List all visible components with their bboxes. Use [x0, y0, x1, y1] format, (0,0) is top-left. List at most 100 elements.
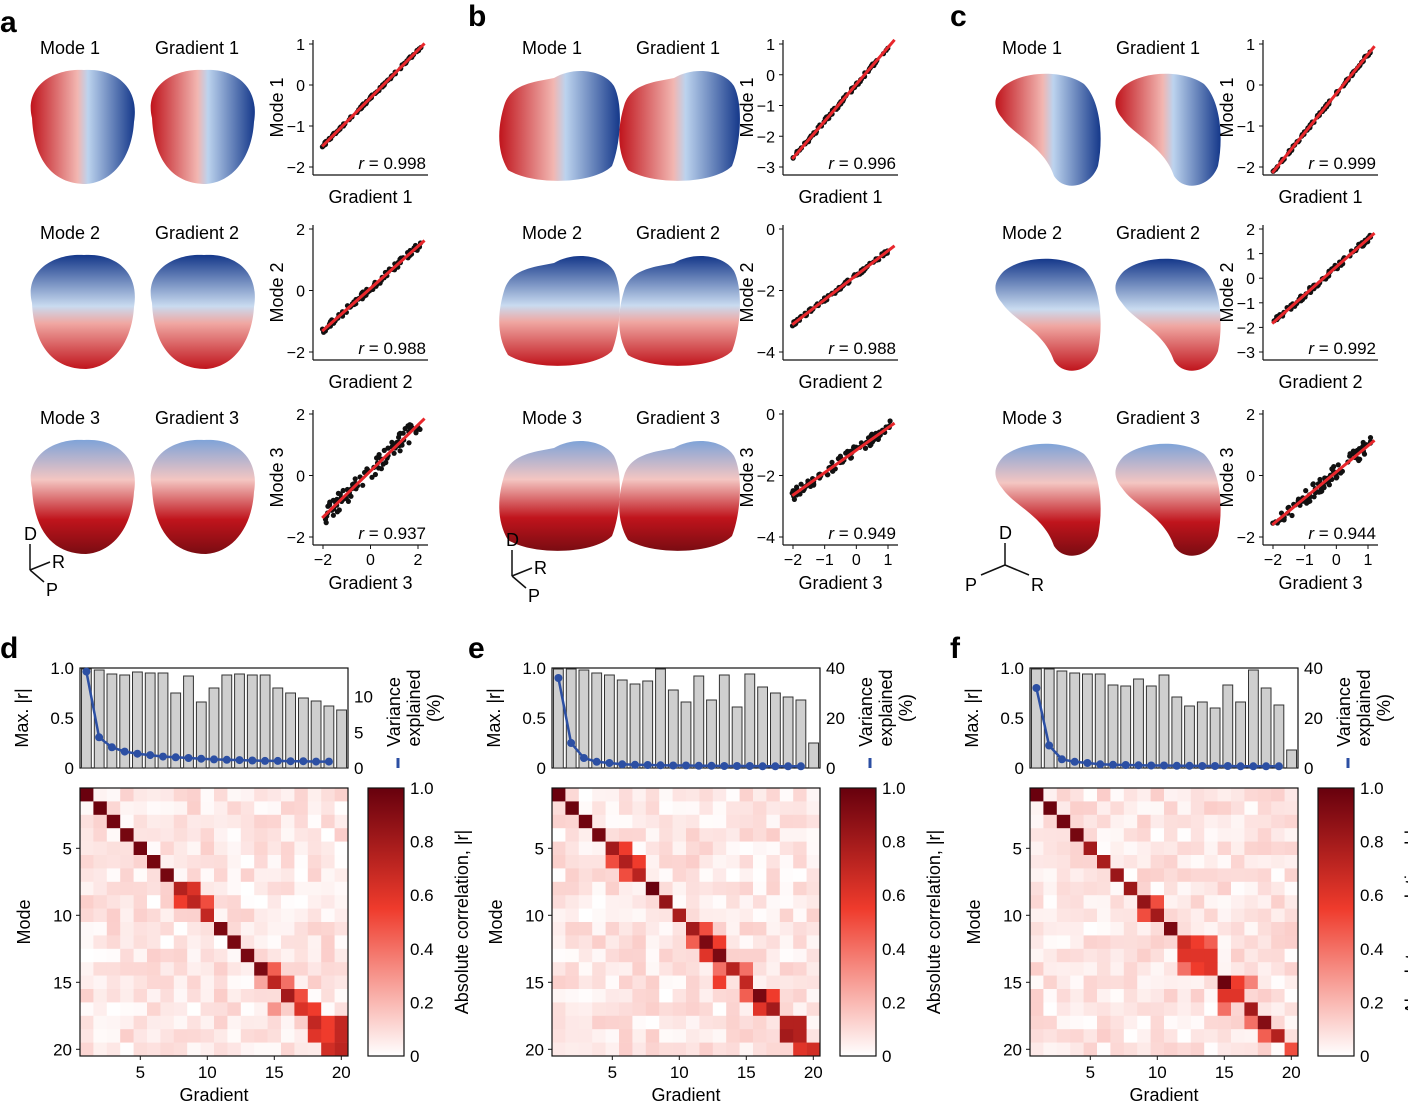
panel-e-cbar-tick-label: 0: [882, 1047, 891, 1066]
panel-f-heat-cell: [1217, 801, 1232, 816]
panel-d-heat-cell: [80, 989, 94, 1003]
panel-e-heat-cell: [552, 975, 566, 990]
panel-e-heat-cell: [739, 962, 754, 976]
panel-e-heat-cell: [726, 895, 740, 909]
panel-e-heat-cell: [766, 989, 781, 1003]
panel-f-heat-cell: [1271, 989, 1285, 1003]
panel-f-bar: [1082, 673, 1093, 769]
panel-c-row-3-r-text: = 0.944: [1314, 524, 1376, 543]
panel-f-heat-cell: [1257, 989, 1272, 1003]
panel-a-row-3-point: [396, 431, 402, 437]
panel-e-heat-cell: [672, 828, 687, 842]
panel-e-heat-cell: [632, 868, 647, 883]
panel-b-row-1-mode-label: Mode 1: [522, 38, 582, 58]
panel-f-heat-cell: [1190, 989, 1205, 1003]
panel-f-heat-cell: [1271, 828, 1285, 842]
panel-e-heat-cell: [739, 788, 754, 802]
panel-f-heat-cell: [1204, 868, 1218, 883]
panel-f-heat-cell: [1271, 881, 1285, 896]
panel-f-heat-frame: [1029, 787, 1299, 1057]
panel-e-heat-cell: [806, 841, 821, 856]
panel-f-heat-cell: [1137, 1042, 1151, 1057]
panel-d-heat-cell: [214, 801, 228, 816]
panel-e-heat-cell: [699, 828, 714, 842]
panel-f-heat-cell: [1056, 1002, 1071, 1017]
panel-e-heat-cell: [806, 1015, 821, 1030]
panel-e-heat-cell: [699, 841, 714, 856]
panel-d-heat-cell: [160, 989, 175, 1003]
panel-f-heat-cell: [1204, 975, 1218, 990]
panel-e-heat-cell: [686, 895, 700, 909]
panel-f-heat-cell: [1097, 935, 1111, 950]
panel-a-row-3-fit-line: [321, 417, 426, 519]
panel-d-heat-cell: [321, 1015, 335, 1030]
panel-b-row-3-point: [862, 445, 869, 451]
panel-e-bar: [795, 699, 807, 769]
panel-e-heat-ylabel: Mode: [486, 899, 506, 944]
panel-f-heat-cell: [1190, 908, 1205, 923]
panel-e-heat-cell: [779, 828, 794, 842]
panel-f-heat-cell: [1137, 814, 1151, 829]
panel-e-heat-cell: [686, 1029, 700, 1043]
panel-f-heat-cell: [1204, 801, 1218, 816]
panel-d-heat-cell: [227, 801, 242, 816]
panel-d-heat-cell: [334, 828, 349, 842]
panel-d-heatmap: [80, 788, 349, 1057]
panel-f-heat-cell: [1056, 975, 1071, 990]
panel-d-heat-cell: [267, 814, 282, 829]
panel-f-heat-cell: [1204, 989, 1218, 1003]
panel-f-heat-cell: [1030, 881, 1044, 896]
panel-d-heat-cell: [133, 922, 148, 936]
panel-f-variance-point: [1121, 761, 1130, 769]
panel-f-heat-cell: [1231, 935, 1245, 950]
panel-d-heat-ytick-label: 10: [53, 906, 72, 925]
panel-a-row-3-ytick-label: 2: [296, 407, 305, 424]
panel-d-heat-cell: [133, 948, 148, 963]
panel-f-heat-cell: [1137, 922, 1151, 936]
panel-d-heat-cell: [334, 895, 349, 909]
panel-d-heat-cell: [294, 1015, 309, 1030]
panel-d-heat-cell: [227, 855, 242, 869]
panel-c-row-2-mode-brain: [995, 258, 1101, 371]
panel-b-row-3-ytick-label: −2: [757, 469, 775, 486]
panel-f-heat-cell: [1204, 788, 1218, 802]
panel-e-variance-point: [707, 761, 716, 770]
panel-d-heat-cell: [254, 1015, 268, 1030]
panel-e-heat-cell: [712, 948, 727, 963]
panel-d-heat-cell: [80, 801, 94, 816]
panel-b-row-3-r-text: = 0.949: [834, 524, 896, 543]
panel-f-heat-cell: [1110, 948, 1125, 963]
panel-f-heat-cell: [1164, 881, 1178, 896]
panel-f-heat-cell: [1083, 841, 1098, 856]
panel-f-heat-cell: [1204, 895, 1218, 909]
panel-f-heat-cell: [1110, 828, 1125, 842]
panel-e-heat-cell: [686, 801, 700, 816]
panel-e-heat-cell: [712, 922, 727, 936]
panel-e-heat-cell: [806, 855, 821, 869]
panel-d-heat-cell: [133, 975, 148, 990]
panel-d-heat-cell: [106, 801, 121, 816]
panel-f-heat-cell: [1083, 895, 1098, 909]
panel-d-heat-cell: [160, 908, 175, 923]
panel-e-heat-cell: [726, 1029, 740, 1043]
panel-d-bar-ytick-label: 1.0: [50, 659, 74, 678]
panel-e-heat-xlabel: Gradient: [651, 1085, 720, 1105]
panel-d-variance-point: [222, 755, 231, 764]
orientation-b-label-r: R: [534, 558, 547, 578]
panel-d-heat-cell: [214, 881, 228, 896]
panel-f-heat-cell: [1244, 922, 1259, 936]
panel-a-row-3-mode-brain-surface: [30, 439, 135, 554]
panel-c-row-2-r-symbol: r: [1308, 339, 1315, 358]
panel-e-heat-cell: [578, 1015, 593, 1030]
panel-d-heat-cell: [173, 1042, 188, 1057]
panel-f-heat-cell: [1231, 975, 1245, 990]
panel-d-heat-cell: [240, 1042, 255, 1057]
panel-e-heat-cell: [552, 881, 566, 896]
panel-d-heat-cell: [120, 881, 134, 896]
panel-a-row-3-gradient-brain-surface: [150, 439, 255, 554]
panel-label-c: c: [950, 0, 967, 33]
panel-e-heat-cell: [619, 801, 633, 816]
panel-e-heat-cell: [605, 881, 620, 896]
panel-e-heat-cell: [726, 1042, 740, 1057]
panel-f-heat-cell: [1123, 935, 1138, 950]
